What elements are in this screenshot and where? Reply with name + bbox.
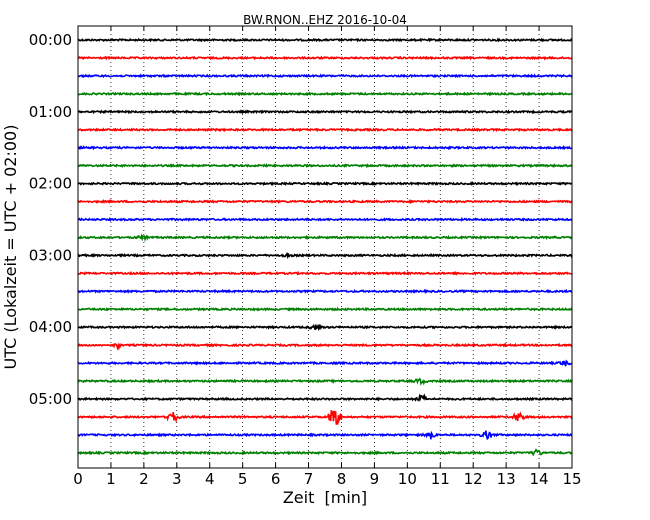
x-ticks: 0 1 2 3 4 5 6 7 8 9 10 11 12 13 14 15	[73, 26, 582, 488]
trace-0145	[77, 163, 573, 169]
x-tick-label: 10	[398, 470, 417, 488]
trace-0315	[77, 270, 573, 276]
trace-0115	[77, 127, 573, 133]
x-tick-label: 15	[562, 470, 581, 488]
x-tick-label: 7	[304, 470, 314, 488]
y-tick-label: 01:00	[29, 103, 72, 121]
x-tick-label: 5	[238, 470, 248, 488]
x-tick-label: 2	[139, 470, 149, 488]
y-tick-label: 04:00	[29, 318, 72, 336]
x-tick-label: 4	[205, 470, 215, 488]
trace-0445	[77, 377, 573, 386]
trace-0515	[77, 410, 573, 425]
x-tick-label: 3	[172, 470, 182, 488]
x-tick-label: 14	[530, 470, 549, 488]
x-tick-label: 8	[337, 470, 347, 488]
trace-0415	[77, 342, 573, 351]
trace-0015	[77, 55, 573, 61]
x-tick-label: 13	[497, 470, 516, 488]
trace-0300	[77, 251, 573, 260]
trace-0000	[77, 37, 573, 43]
vertical-grid	[110, 26, 540, 468]
trace-0030	[77, 73, 573, 79]
x-tick-label: 9	[370, 470, 380, 488]
y-tick-label: 00:00	[29, 31, 72, 49]
trace-0045	[77, 91, 573, 97]
trace-0330	[77, 288, 573, 295]
trace-0430	[77, 359, 573, 367]
y-tick-label: 02:00	[29, 175, 72, 193]
x-tick-label: 11	[431, 470, 450, 488]
y-tick-label: 03:00	[29, 246, 72, 264]
trace-0345	[77, 306, 573, 312]
trace-0530	[77, 430, 573, 441]
x-tick-label: 1	[106, 470, 116, 488]
x-tick-label: 6	[271, 470, 281, 488]
x-tick-label: 0	[73, 470, 83, 488]
trace-0230	[77, 216, 573, 222]
y-ticks: 00:00 01:00 02:00 03:00 04:00 05:00	[29, 31, 572, 408]
y-axis-label: UTC (Lokalzeit = UTC + 02:00)	[1, 125, 20, 370]
x-tick-label: 12	[464, 470, 483, 488]
trace-0545	[77, 448, 573, 457]
trace-0100	[77, 109, 573, 115]
trace-0400	[77, 323, 573, 332]
trace-0245	[77, 233, 573, 243]
y-tick-label: 05:00	[29, 390, 72, 408]
trace-0215	[77, 198, 573, 205]
trace-0200	[77, 181, 573, 187]
plot-frame	[77, 25, 573, 469]
traces	[77, 37, 573, 457]
chart-title: BW.RNON..EHZ 2016-10-04	[243, 13, 407, 27]
trace-0130	[77, 145, 573, 151]
trace-0500	[77, 393, 573, 403]
x-axis-label: Zeit [min]	[283, 488, 367, 507]
